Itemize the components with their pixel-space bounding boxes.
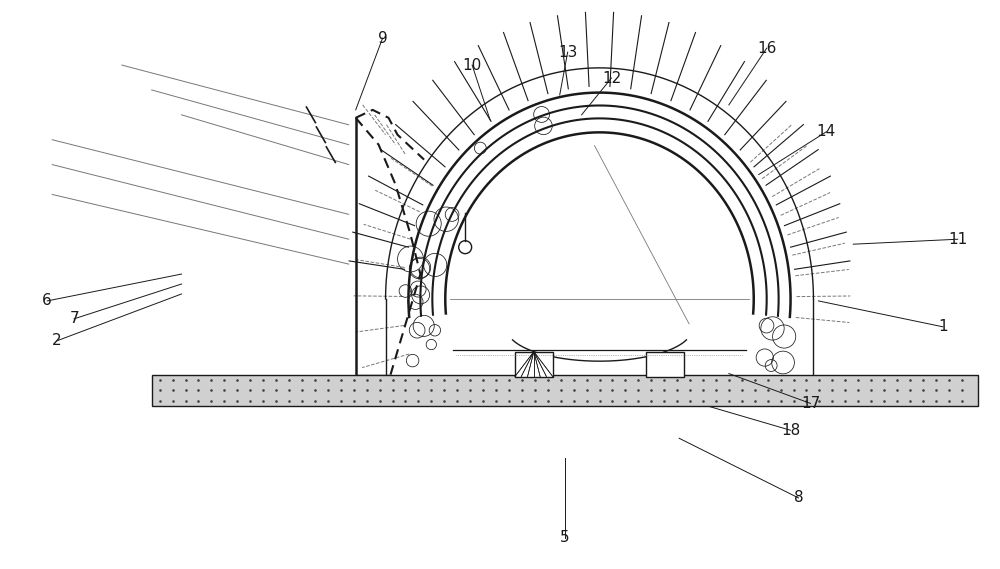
Bar	[152, 374, 978, 406]
Text: 2: 2	[52, 333, 62, 348]
Text: 1: 1	[938, 319, 948, 335]
Text: 18: 18	[781, 423, 800, 438]
Text: 6: 6	[42, 294, 52, 308]
Text: 11: 11	[948, 232, 967, 247]
Text: 7: 7	[69, 311, 79, 327]
Text: 13: 13	[558, 44, 577, 60]
Text: 16: 16	[757, 40, 776, 56]
Text: 12: 12	[602, 71, 621, 85]
Text: 14: 14	[817, 124, 836, 139]
Text: 17: 17	[801, 396, 820, 411]
Text: 5: 5	[560, 530, 569, 545]
Bar	[646, 352, 684, 377]
Text: 8: 8	[794, 490, 803, 505]
Bar	[515, 352, 553, 377]
Text: 10: 10	[463, 57, 482, 73]
Text: 9: 9	[378, 31, 387, 46]
